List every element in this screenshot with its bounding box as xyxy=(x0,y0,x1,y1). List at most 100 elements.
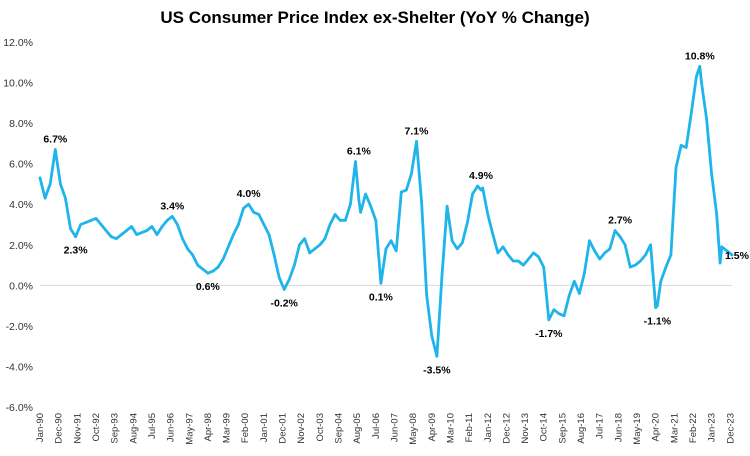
data-point xyxy=(89,219,93,222)
data-point xyxy=(455,247,459,251)
x-tick-label: Feb-00 xyxy=(240,413,251,443)
data-point xyxy=(191,253,194,257)
data-point xyxy=(659,280,663,283)
data-label: 1.5% xyxy=(725,250,750,262)
data-point xyxy=(725,249,729,253)
data-point xyxy=(104,229,108,232)
data-points xyxy=(38,65,734,358)
data-label: -0.2% xyxy=(270,297,298,309)
data-point xyxy=(557,312,561,316)
data-point xyxy=(486,213,490,216)
data-point xyxy=(79,223,82,226)
x-tick-label: Jan-01 xyxy=(259,413,270,442)
y-tick-label: 6.0% xyxy=(9,159,33,171)
x-tick-label: Aug-16 xyxy=(576,413,587,444)
data-point xyxy=(303,237,306,240)
data-point xyxy=(578,292,581,295)
x-tick-label: Mar-99 xyxy=(222,413,233,443)
data-label: 7.1% xyxy=(405,125,430,137)
data-point xyxy=(349,202,352,206)
data-point xyxy=(471,192,474,196)
data-label: 0.6% xyxy=(196,281,221,293)
data-point xyxy=(420,200,423,204)
cpi-series-line xyxy=(38,64,734,358)
data-point xyxy=(267,233,271,236)
data-point xyxy=(354,160,357,163)
data-point xyxy=(374,219,378,222)
data-point xyxy=(140,231,144,234)
data-point xyxy=(435,355,439,358)
data-point xyxy=(64,196,67,200)
data-point xyxy=(288,278,291,281)
y-tick-label: -6.0% xyxy=(6,402,33,414)
data-point xyxy=(461,241,464,245)
data-point xyxy=(562,314,566,318)
data-point xyxy=(196,263,199,267)
data-point xyxy=(323,237,327,240)
data-label: 4.0% xyxy=(237,188,262,200)
data-label: 2.7% xyxy=(608,215,633,227)
data-point xyxy=(542,265,545,269)
data-point xyxy=(298,243,301,247)
data-point xyxy=(669,253,673,257)
data-point xyxy=(410,172,413,176)
data-point xyxy=(252,211,255,214)
data-point xyxy=(257,213,261,216)
data-point xyxy=(333,213,337,216)
data-point xyxy=(547,318,551,322)
data-label: 10.8% xyxy=(685,50,715,62)
data-point xyxy=(710,172,713,176)
data-point xyxy=(476,184,479,188)
data-point xyxy=(308,251,312,255)
data-point xyxy=(440,273,444,277)
data-point xyxy=(481,186,485,190)
x-tick-label: Mar-10 xyxy=(445,413,456,443)
data-point xyxy=(394,249,398,253)
data-point xyxy=(501,245,505,249)
x-tick-label: Sep-04 xyxy=(334,413,345,444)
data-point xyxy=(698,65,702,68)
data-point xyxy=(155,233,159,236)
data-point xyxy=(628,265,632,269)
x-tick-label: Dec-12 xyxy=(501,413,512,444)
x-tick-label: Nov-02 xyxy=(296,413,307,444)
y-tick-label: 0.0% xyxy=(9,280,33,292)
x-tick-label: Oct-14 xyxy=(539,413,550,442)
data-point xyxy=(389,239,393,242)
x-tick-label: Jan-90 xyxy=(35,413,46,442)
data-point xyxy=(700,81,703,84)
data-point xyxy=(313,247,317,251)
x-tick-label: Nov-13 xyxy=(520,413,531,444)
data-point xyxy=(656,304,659,307)
data-label: 6.7% xyxy=(43,134,68,146)
data-point xyxy=(232,233,235,236)
data-point xyxy=(593,249,596,253)
data-point xyxy=(59,182,62,186)
data-point xyxy=(639,259,642,263)
data-point xyxy=(491,233,495,236)
data-point xyxy=(506,253,510,257)
data-label: 3.4% xyxy=(160,200,185,212)
data-point xyxy=(94,217,98,220)
y-tick-label: 8.0% xyxy=(9,118,33,130)
data-point xyxy=(357,198,361,202)
data-point xyxy=(201,267,205,271)
data-point xyxy=(384,247,388,251)
x-tick-label: Apr-20 xyxy=(651,413,662,442)
data-point xyxy=(567,294,571,297)
x-tick-label: Oct-92 xyxy=(91,413,102,442)
data-point xyxy=(237,223,240,226)
data-point xyxy=(176,223,179,226)
data-point xyxy=(527,257,530,261)
data-point xyxy=(206,271,210,275)
y-axis: -6.0% -4.0% -2.0% 0.0% 2.0% 4.0% 6.0% 8.0% 10.0%… xyxy=(3,37,33,414)
x-tick-label: Jul-17 xyxy=(595,413,606,439)
data-label: -1.7% xyxy=(535,328,563,340)
x-tick-label: May-97 xyxy=(184,413,195,445)
data-point xyxy=(247,202,250,206)
x-tick-label: Mar-21 xyxy=(669,413,680,443)
x-tick-label: Apr-98 xyxy=(203,413,214,442)
data-point xyxy=(69,227,72,230)
x-tick-label: Dec-01 xyxy=(278,413,289,444)
